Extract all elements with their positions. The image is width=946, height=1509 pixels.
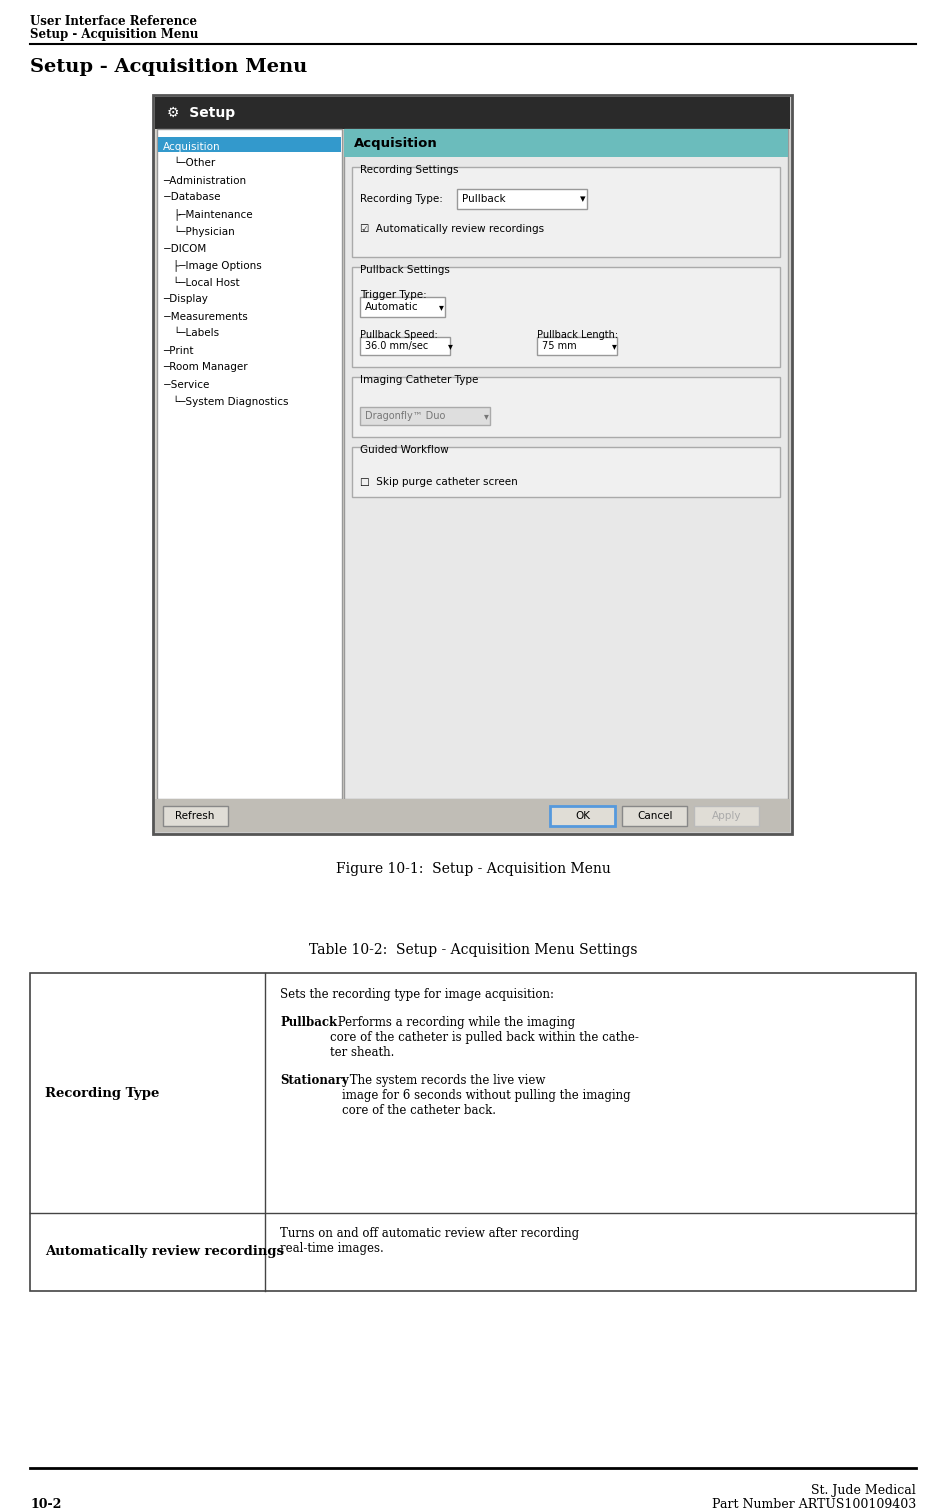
FancyBboxPatch shape [537,337,617,355]
Text: 10-2: 10-2 [30,1498,61,1509]
Text: └─System Diagnostics: └─System Diagnostics [173,395,289,407]
Text: −Measurements: −Measurements [163,311,249,321]
FancyBboxPatch shape [158,137,341,152]
Text: Cancel: Cancel [638,810,673,821]
FancyBboxPatch shape [694,806,759,825]
Text: ▾: ▾ [439,302,444,312]
FancyBboxPatch shape [550,806,615,825]
Text: Recording Type: Recording Type [45,1086,159,1100]
FancyBboxPatch shape [153,95,792,834]
Text: 75 mm: 75 mm [542,341,577,352]
Text: Sets the recording type for image acquisition:: Sets the recording type for image acquis… [280,988,554,1000]
Text: ─Administration: ─Administration [163,175,246,186]
FancyBboxPatch shape [352,167,780,257]
Text: ⚙  Setup: ⚙ Setup [167,106,236,121]
FancyBboxPatch shape [155,97,790,831]
Text: Pullback Settings: Pullback Settings [360,266,450,275]
Text: └─Other: └─Other [173,158,216,169]
FancyBboxPatch shape [30,973,916,1292]
Text: User Interface Reference: User Interface Reference [30,15,197,29]
Text: ├─Maintenance: ├─Maintenance [173,208,253,220]
Text: └─Local Host: └─Local Host [173,278,239,288]
Text: Automatically review recordings: Automatically review recordings [45,1245,284,1259]
Text: Recording Type:: Recording Type: [360,195,443,204]
Text: 36.0 mm/sec: 36.0 mm/sec [365,341,429,352]
Text: Automatic: Automatic [365,302,419,312]
Text: ☑  Automatically review recordings: ☑ Automatically review recordings [360,223,544,234]
Text: Guided Workflow: Guided Workflow [360,445,448,456]
Text: Pullback: Pullback [280,1016,337,1029]
Text: Refresh: Refresh [175,810,215,821]
Text: OK: OK [575,810,590,821]
Text: Setup - Acquisition Menu: Setup - Acquisition Menu [30,57,307,75]
FancyBboxPatch shape [352,447,780,496]
Text: Recording Settings: Recording Settings [360,164,459,175]
Text: Acquisition: Acquisition [163,142,220,151]
Text: - The system records the live view
image for 6 seconds without pulling the imagi: - The system records the live view image… [342,1074,631,1117]
Text: ─Display: ─Display [163,294,208,305]
Text: └─Labels: └─Labels [173,329,219,338]
Text: Pullback Speed:: Pullback Speed: [360,330,438,340]
Text: Pullback Length:: Pullback Length: [537,330,618,340]
Text: ├─Image Options: ├─Image Options [173,260,262,272]
Text: Setup - Acquisition Menu: Setup - Acquisition Menu [30,29,199,41]
Text: −Service: −Service [163,379,210,389]
FancyBboxPatch shape [155,798,790,831]
Text: ▾: ▾ [448,341,453,352]
Text: Table 10-2:  Setup - Acquisition Menu Settings: Table 10-2: Setup - Acquisition Menu Set… [308,943,638,957]
Text: Trigger Type:: Trigger Type: [360,290,427,300]
Text: ▾: ▾ [580,195,586,204]
FancyBboxPatch shape [457,189,587,210]
Text: Part Number ARTUS100109403: Part Number ARTUS100109403 [711,1498,916,1509]
FancyBboxPatch shape [622,806,687,825]
Text: └─Physician: └─Physician [173,226,235,237]
FancyBboxPatch shape [352,267,780,367]
Text: Imaging Catheter Type: Imaging Catheter Type [360,376,479,385]
Text: - Performs a recording while the imaging
core of the catheter is pulled back wit: - Performs a recording while the imaging… [330,1016,639,1059]
FancyBboxPatch shape [344,128,788,798]
FancyBboxPatch shape [344,128,788,157]
FancyBboxPatch shape [163,806,228,825]
FancyBboxPatch shape [360,407,490,426]
Text: Acquisition: Acquisition [354,136,438,149]
Text: Stationary: Stationary [280,1074,349,1086]
Text: −DICOM: −DICOM [163,243,207,254]
Text: □  Skip purge catheter screen: □ Skip purge catheter screen [360,477,517,487]
FancyBboxPatch shape [155,97,790,128]
Text: ▾: ▾ [612,341,617,352]
Text: ─Room Manager: ─Room Manager [163,362,248,373]
Text: Figure 10-1:  Setup - Acquisition Menu: Figure 10-1: Setup - Acquisition Menu [336,862,610,877]
FancyBboxPatch shape [352,377,780,438]
Text: Dragonfly™ Duo: Dragonfly™ Duo [365,410,446,421]
Text: ▾: ▾ [484,410,489,421]
FancyBboxPatch shape [157,128,342,798]
Text: −Database: −Database [163,193,221,202]
FancyBboxPatch shape [360,297,445,317]
Text: Pullback: Pullback [462,195,505,204]
FancyBboxPatch shape [360,337,450,355]
Text: ─Print: ─Print [163,346,194,356]
Text: St. Jude Medical: St. Jude Medical [812,1483,916,1497]
Text: Apply: Apply [712,810,742,821]
Text: Turns on and off automatic review after recording
real-time images.: Turns on and off automatic review after … [280,1227,579,1255]
